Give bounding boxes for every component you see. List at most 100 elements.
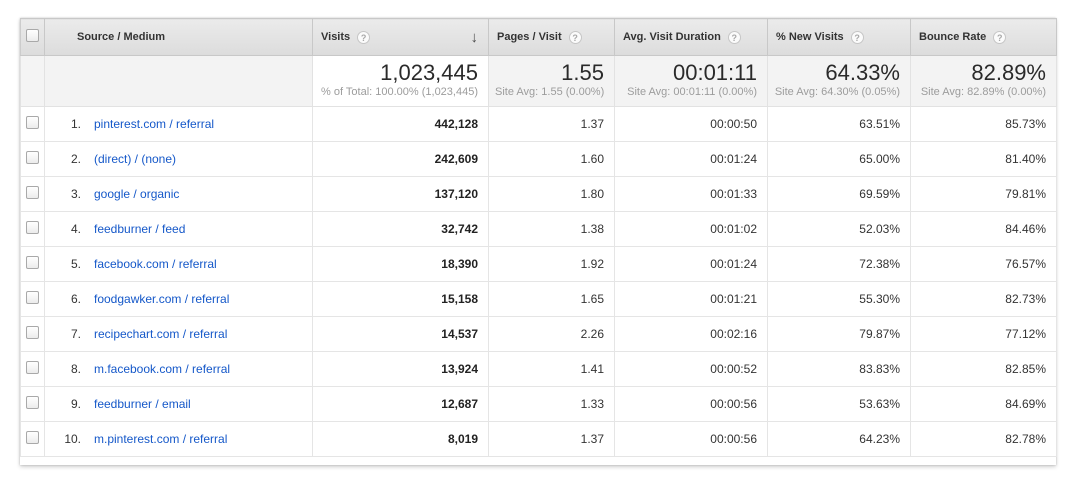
source-cell: 5. facebook.com / referral <box>44 246 313 282</box>
visits-cell: 8,019 <box>312 421 489 457</box>
visits-cell: 32,742 <box>312 211 489 247</box>
row-rank: 8. <box>70 362 81 376</box>
row-checkbox-cell <box>20 176 45 212</box>
pages-visit-value: 1.55 <box>561 60 604 85</box>
source-medium-link[interactable]: pinterest.com / referral <box>94 117 215 131</box>
column-label: Bounce Rate <box>919 31 987 43</box>
row-checkbox[interactable] <box>26 116 39 129</box>
row-checkbox-cell <box>20 351 45 387</box>
new-visits-cell: 83.83% <box>767 351 911 387</box>
new-visits-cell: 52.03% <box>767 211 911 247</box>
new-visits-cell: 63.51% <box>767 106 911 142</box>
source-medium-link[interactable]: foodgawker.com / referral <box>94 292 230 306</box>
row-checkbox-cell <box>20 246 45 282</box>
pages-visit-cell: 1.92 <box>488 246 615 282</box>
table-header-row: Source / Medium Visits ? ↓ Pages / Visit… <box>20 18 1057 56</box>
pages-visit-cell: 1.37 <box>488 421 615 457</box>
row-checkbox[interactable] <box>26 221 39 234</box>
table-row: 2. (direct) / (none) 242,609 1.60 00:01:2… <box>20 141 1057 177</box>
summary-new-visits-cell: 64.33% Site Avg: 64.30% (0.05%) <box>767 55 911 107</box>
bounce-rate-value: 82.89% <box>971 60 1046 85</box>
row-checkbox[interactable] <box>26 256 39 269</box>
help-icon[interactable]: ? <box>993 30 1007 44</box>
source-cell: 1. pinterest.com / referral <box>44 106 313 142</box>
sort-descending-icon[interactable]: ↓ <box>470 28 479 46</box>
duration-cell: 00:02:16 <box>614 316 768 352</box>
column-label: Source / Medium <box>77 31 166 43</box>
source-cell: 7. recipechart.com / referral <box>44 316 313 352</box>
row-checkbox-cell <box>20 386 45 422</box>
source-medium-table: Source / Medium Visits ? ↓ Pages / Visit… <box>20 18 1057 457</box>
source-medium-link[interactable]: facebook.com / referral <box>94 257 217 271</box>
source-medium-link[interactable]: (direct) / (none) <box>94 152 177 166</box>
duration-cell: 00:00:50 <box>614 106 768 142</box>
source-medium-link[interactable]: feedburner / feed <box>94 222 186 236</box>
column-header-avg-visit-duration[interactable]: Avg. Visit Duration ? <box>614 18 768 56</box>
duration-cell: 00:01:24 <box>614 141 768 177</box>
row-checkbox[interactable] <box>26 186 39 199</box>
row-checkbox[interactable] <box>26 326 39 339</box>
pages-visit-subtext: Site Avg: 1.55 (0.00%) <box>495 86 605 98</box>
duration-cell: 00:01:24 <box>614 246 768 282</box>
table-row: 4. feedburner / feed 32,742 1.38 00:01:02… <box>20 211 1057 247</box>
row-rank: 4. <box>70 222 81 236</box>
pages-visit-cell: 1.80 <box>488 176 615 212</box>
source-cell: 6. foodgawker.com / referral <box>44 281 313 317</box>
visits-cell: 15,158 <box>312 281 489 317</box>
column-label: % New Visits <box>776 31 844 43</box>
help-icon[interactable]: ? <box>727 30 741 44</box>
row-checkbox[interactable] <box>26 396 39 409</box>
column-header-visits[interactable]: Visits ? ↓ <box>312 18 489 56</box>
help-icon[interactable]: ? <box>850 30 864 44</box>
source-cell: 10. m.pinterest.com / referral <box>44 421 313 457</box>
source-medium-link[interactable]: m.pinterest.com / referral <box>94 432 228 446</box>
pages-visit-cell: 2.26 <box>488 316 615 352</box>
source-medium-link[interactable]: google / organic <box>94 187 180 201</box>
help-icon[interactable]: ? <box>357 30 371 44</box>
column-header-source-medium[interactable]: Source / Medium <box>44 18 313 56</box>
total-visits-subtext: % of Total: 100.00% (1,023,445) <box>321 86 478 98</box>
row-checkbox[interactable] <box>26 291 39 304</box>
table-row: 5. facebook.com / referral 18,390 1.92 00… <box>20 246 1057 282</box>
new-visits-subtext: Site Avg: 64.30% (0.05%) <box>774 86 900 98</box>
column-header-bounce-rate[interactable]: Bounce Rate ? <box>910 18 1057 56</box>
column-header-new-visits[interactable]: % New Visits ? <box>767 18 911 56</box>
row-checkbox-cell <box>20 106 45 142</box>
pages-visit-cell: 1.65 <box>488 281 615 317</box>
column-label: Avg. Visit Duration <box>623 31 721 43</box>
source-medium-link[interactable]: m.facebook.com / referral <box>94 362 231 376</box>
column-header-pages-visit[interactable]: Pages / Visit ? <box>488 18 615 56</box>
row-checkbox-cell <box>20 281 45 317</box>
table-row: 10. m.pinterest.com / referral 8,019 1.37… <box>20 421 1057 457</box>
duration-cell: 00:00:52 <box>614 351 768 387</box>
duration-cell: 00:01:21 <box>614 281 768 317</box>
table-row: 9. feedburner / email 12,687 1.33 00:00:5… <box>20 386 1057 422</box>
table-row: 3. google / organic 137,120 1.80 00:01:33… <box>20 176 1057 212</box>
visits-cell: 442,128 <box>312 106 489 142</box>
row-rank: 10. <box>64 432 81 446</box>
row-checkbox[interactable] <box>26 361 39 374</box>
bounce-rate-cell: 85.73% <box>910 106 1057 142</box>
bounce-rate-subtext: Site Avg: 82.89% (0.00%) <box>920 86 1046 98</box>
source-medium-link[interactable]: feedburner / email <box>94 397 191 411</box>
pages-visit-cell: 1.37 <box>488 106 615 142</box>
source-medium-link[interactable]: recipechart.com / referral <box>94 327 228 341</box>
new-visits-cell: 53.63% <box>767 386 911 422</box>
bounce-rate-cell: 84.46% <box>910 211 1057 247</box>
table-row: 6. foodgawker.com / referral 15,158 1.65 … <box>20 281 1057 317</box>
visits-cell: 18,390 <box>312 246 489 282</box>
duration-cell: 00:00:56 <box>614 386 768 422</box>
bounce-rate-cell: 76.57% <box>910 246 1057 282</box>
row-checkbox[interactable] <box>26 431 39 444</box>
row-rank: 3. <box>70 187 81 201</box>
new-visits-cell: 72.38% <box>767 246 911 282</box>
bounce-rate-cell: 82.85% <box>910 351 1057 387</box>
visits-cell: 242,609 <box>312 141 489 177</box>
source-cell: 2. (direct) / (none) <box>44 141 313 177</box>
help-icon[interactable]: ? <box>568 30 582 44</box>
row-rank: 9. <box>70 397 81 411</box>
bounce-rate-cell: 82.78% <box>910 421 1057 457</box>
row-checkbox[interactable] <box>26 151 39 164</box>
visits-cell: 12,687 <box>312 386 489 422</box>
select-all-checkbox[interactable] <box>26 29 39 42</box>
